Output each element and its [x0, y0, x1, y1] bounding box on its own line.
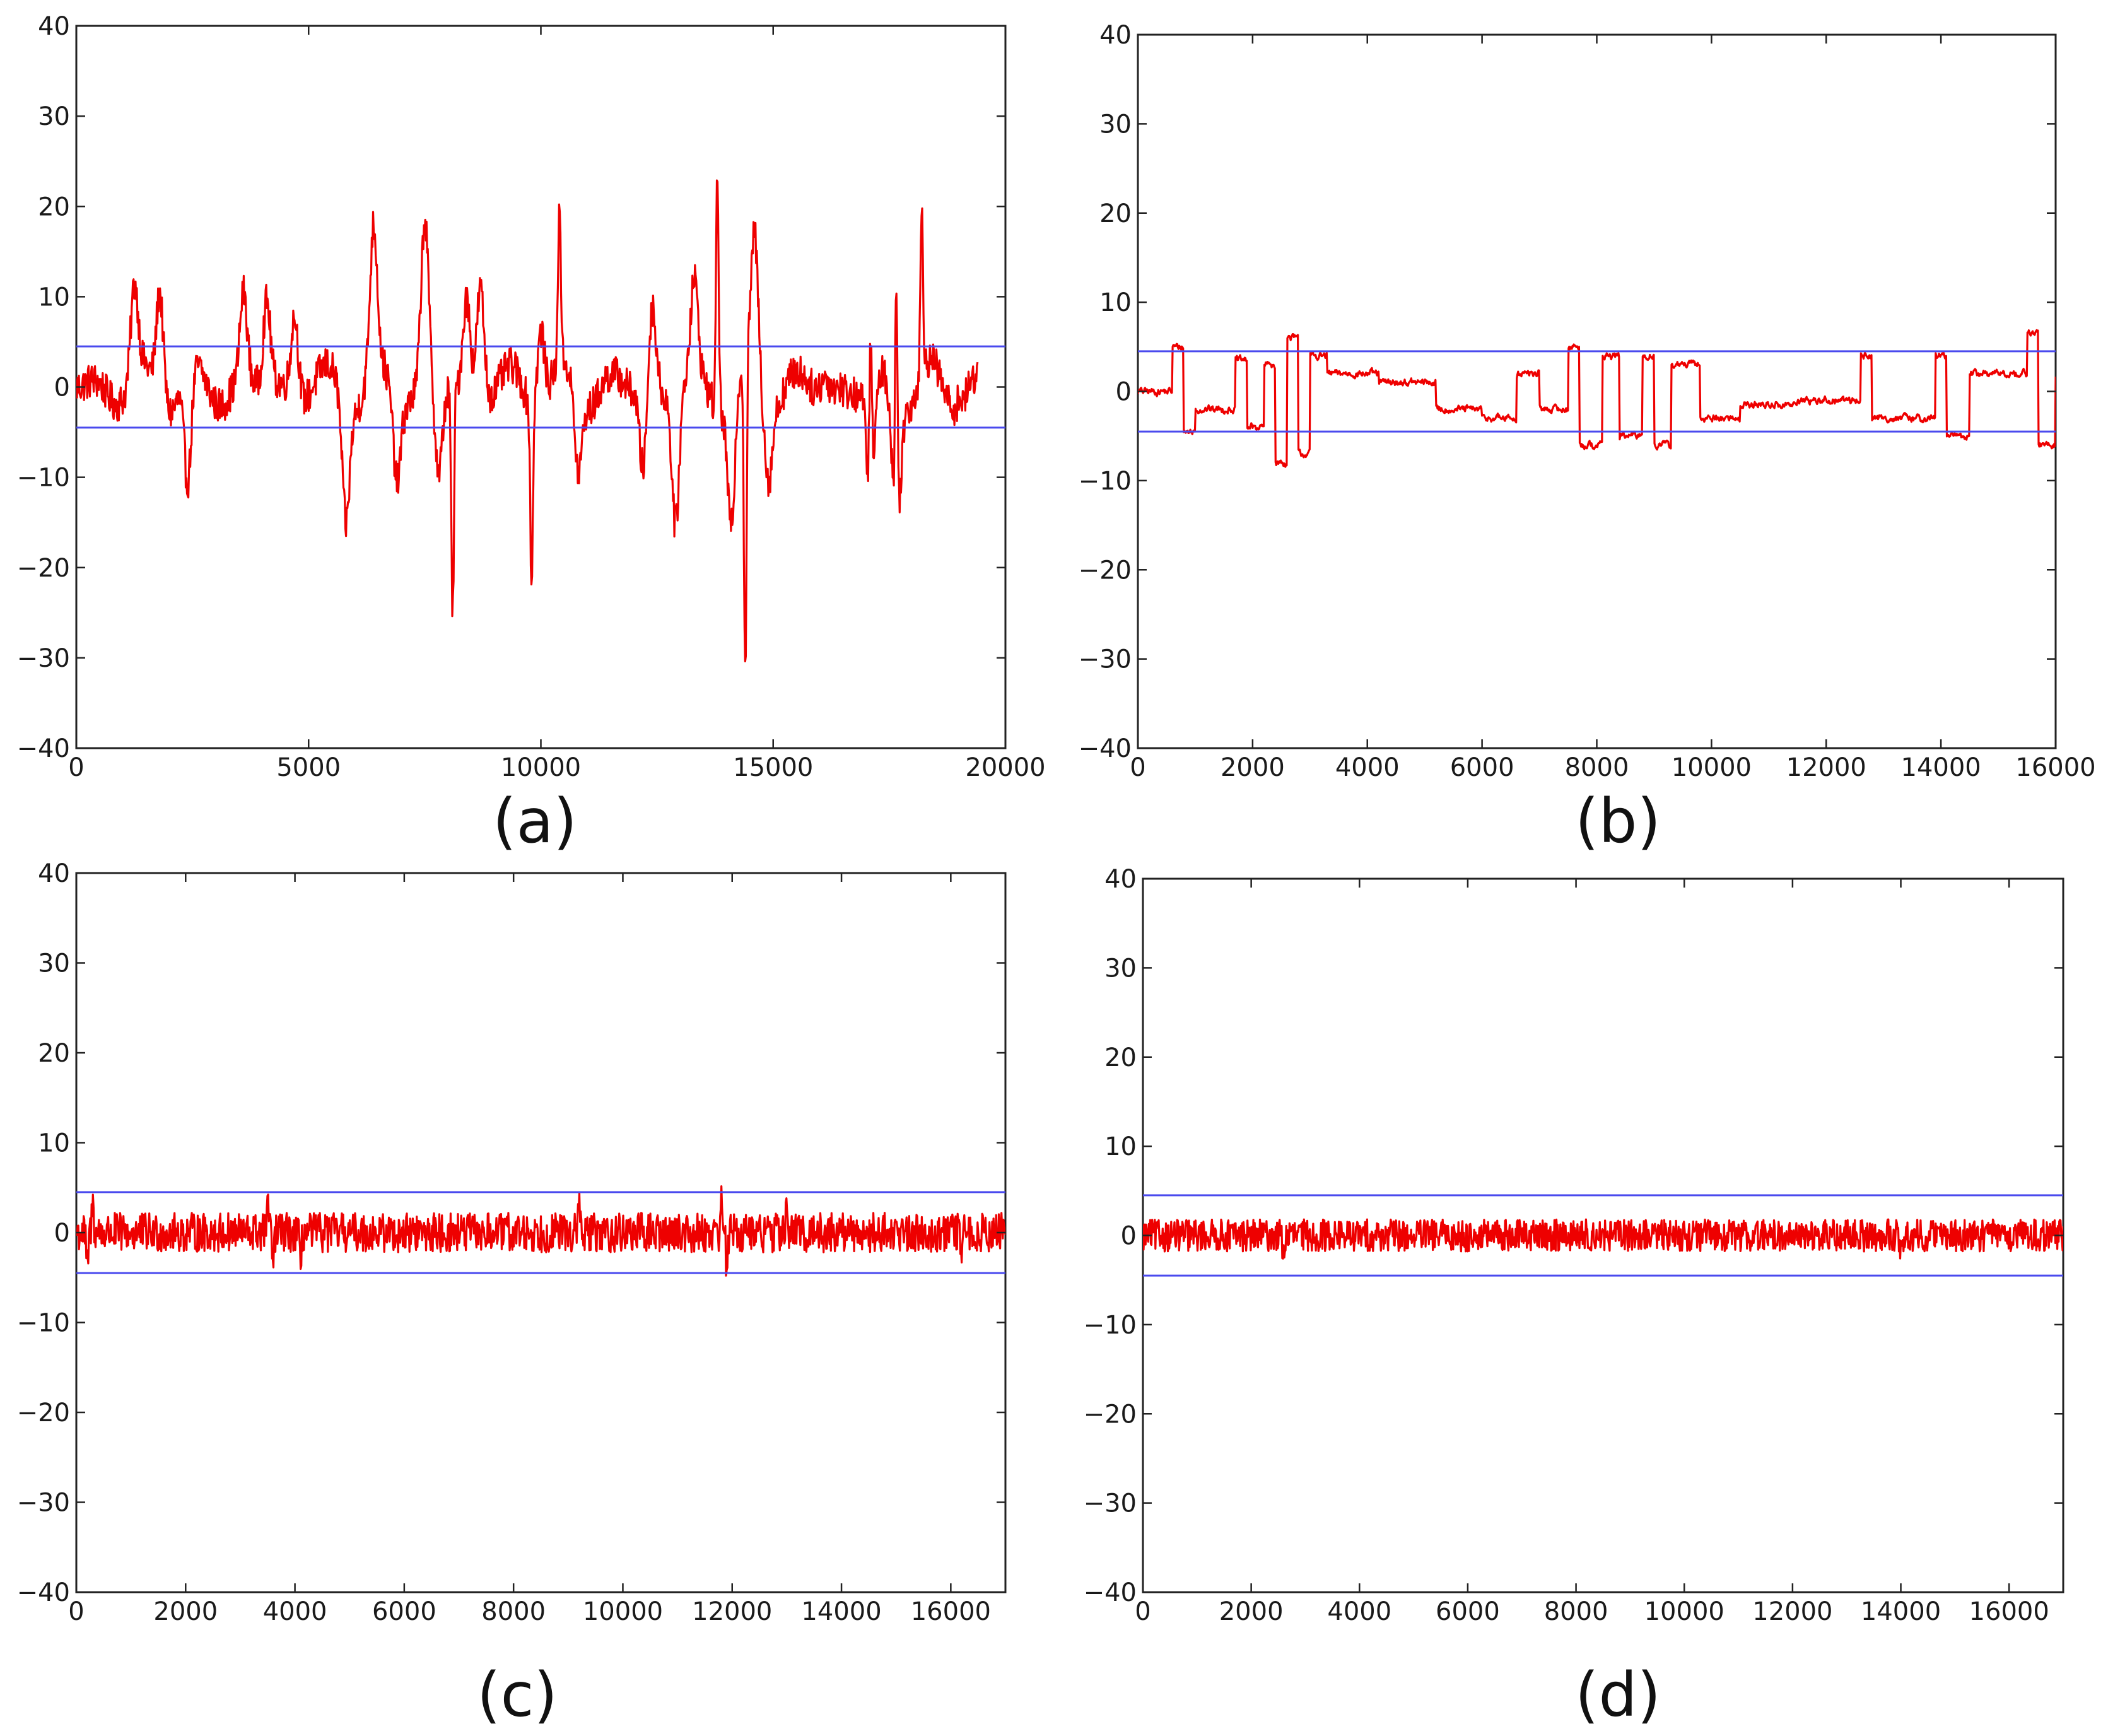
x-tick-label: 12000 — [692, 1597, 772, 1626]
chart-panel-4: −40 −30 −20 −10 0 10 20 30 40 0 2000 4000 6000 8000 10… — [1084, 865, 2064, 1730]
y-tick-label: −30 — [1084, 1489, 1137, 1518]
x-tick-label: 2000 — [1221, 753, 1285, 782]
x-tick-label: 0 — [1130, 753, 1145, 782]
panel-caption: (c) — [477, 1660, 558, 1730]
chart-panel-3: −40 −30 −20 −10 0 10 20 30 40 0 2000 4000 6000 8000 10… — [17, 859, 1007, 1730]
x-tick-label: 12000 — [1752, 1597, 1832, 1626]
y-tick-label: −30 — [17, 644, 70, 673]
y-tick-label: 30 — [1099, 110, 1132, 139]
signal-series-line — [1138, 329, 2056, 468]
x-tick-label: 14000 — [801, 1597, 881, 1626]
y-tick-label: 0 — [54, 373, 70, 402]
y-tick-label: 10 — [1099, 288, 1132, 317]
x-tick-label: 2000 — [153, 1597, 218, 1626]
x-tick-label: 2000 — [1219, 1597, 1284, 1626]
x-tick-label: 6000 — [1450, 753, 1514, 782]
x-tick-label: 8000 — [1544, 1597, 1608, 1626]
y-tick-label: −10 — [17, 464, 70, 493]
x-tick-label: 0 — [1135, 1597, 1151, 1626]
y-tick-label: −40 — [17, 734, 70, 763]
y-tick-label: −40 — [1079, 734, 1132, 763]
x-tick-label: 4000 — [263, 1597, 327, 1626]
x-tick-label: 20000 — [965, 753, 1045, 782]
x-tick-label: 12000 — [1786, 753, 1866, 782]
x-tick-label: 6000 — [372, 1597, 436, 1626]
y-tick-label: −10 — [1084, 1311, 1137, 1340]
chart-panel-1: −40 −30 −20 −10 0 10 20 30 40 0 5000 10000 15000 2000… — [17, 12, 1046, 857]
y-tick-label: 20 — [1099, 199, 1132, 228]
y-tick-label: 0 — [54, 1219, 70, 1248]
y-tick-label: 20 — [38, 192, 70, 221]
x-tick-label: 14000 — [1861, 1597, 1941, 1626]
panel-caption: (b) — [1575, 786, 1661, 857]
y-tick-label: 30 — [1104, 954, 1137, 983]
y-tick-label: 10 — [1104, 1132, 1137, 1161]
y-tick-label: −10 — [17, 1309, 70, 1338]
panel-caption: (d) — [1575, 1660, 1661, 1730]
y-tick-label: 40 — [38, 12, 70, 41]
y-tick-label: −40 — [1084, 1578, 1137, 1607]
y-tick-label: −20 — [17, 554, 70, 583]
y-tick-label: 0 — [1116, 378, 1132, 407]
y-tick-label: 40 — [1104, 865, 1137, 894]
x-tick-label: 4000 — [1327, 1597, 1391, 1626]
y-tick-label: 10 — [38, 1129, 70, 1158]
y-tick-label: 10 — [38, 283, 70, 312]
y-tick-label: 20 — [38, 1039, 70, 1068]
signal-series-line — [1143, 1218, 2063, 1260]
x-tick-label: 10000 — [1672, 753, 1752, 782]
y-tick-label: 40 — [1099, 21, 1132, 50]
x-tick-label: 8000 — [481, 1597, 546, 1626]
x-tick-label: 15000 — [733, 753, 813, 782]
y-tick-label: −10 — [1079, 467, 1132, 496]
y-tick-label: 40 — [38, 859, 70, 888]
panel-caption: (a) — [493, 786, 577, 857]
signal-series-line — [76, 1185, 1005, 1277]
x-tick-label: 10000 — [501, 753, 581, 782]
y-tick-label: −30 — [17, 1489, 70, 1518]
x-tick-label: 10000 — [1644, 1597, 1724, 1626]
y-tick-label: −20 — [17, 1399, 70, 1428]
y-tick-label: 30 — [38, 102, 70, 131]
y-tick-label: 30 — [38, 949, 70, 978]
x-tick-label: 16000 — [1969, 1597, 2049, 1626]
y-tick-label: −40 — [17, 1578, 70, 1607]
y-tick-label: −30 — [1079, 645, 1132, 674]
x-tick-label: 16000 — [2015, 753, 2095, 782]
chart-panel-2: −40 −30 −20 −10 0 10 20 30 40 0 2000 4000 6000 8000 10… — [1079, 21, 2096, 857]
signal-series-line — [76, 179, 979, 662]
x-tick-label: 10000 — [583, 1597, 663, 1626]
x-tick-label: 5000 — [276, 753, 341, 782]
x-tick-label: 0 — [68, 753, 84, 782]
y-tick-label: −20 — [1084, 1400, 1137, 1429]
x-tick-label: 6000 — [1436, 1597, 1500, 1626]
y-tick-label: 20 — [1104, 1043, 1137, 1072]
x-tick-label: 0 — [68, 1597, 84, 1626]
x-tick-label: 8000 — [1565, 753, 1629, 782]
y-tick-label: 0 — [1121, 1222, 1137, 1251]
x-tick-label: 14000 — [1901, 753, 1981, 782]
x-tick-label: 4000 — [1335, 753, 1400, 782]
x-tick-label: 16000 — [911, 1597, 991, 1626]
y-tick-label: −20 — [1079, 556, 1132, 585]
